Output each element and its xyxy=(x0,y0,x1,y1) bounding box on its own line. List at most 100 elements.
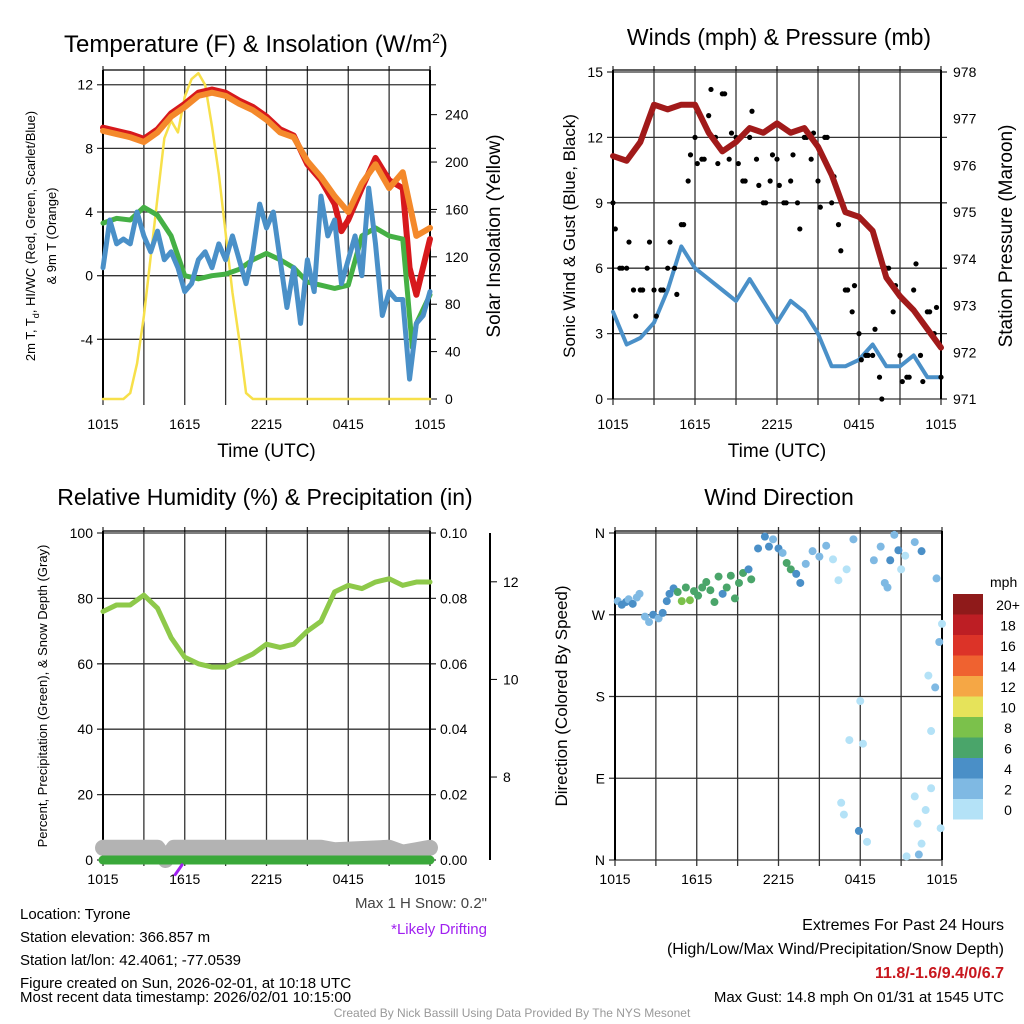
temp-chart-title: Temperature (F) & Insolation (W/m2) xyxy=(64,30,448,58)
gust-point xyxy=(815,178,821,184)
recent-data-text: Most recent data timestamp: 2026/02/01 1… xyxy=(20,989,352,1006)
rh-ytick-label: 100 xyxy=(70,525,94,541)
wind-direction-point xyxy=(910,538,919,547)
colorbar-label: 14 xyxy=(1000,659,1016,675)
gust-point xyxy=(708,86,714,93)
temp-ytick-label: 8 xyxy=(85,140,93,156)
winds-y2tick-label: 971 xyxy=(953,391,977,407)
gust-point xyxy=(633,313,639,319)
rh-y2tick-label: 0.08 xyxy=(440,590,467,606)
direction-ytick-label: N xyxy=(595,525,605,541)
gust-point xyxy=(653,313,659,319)
wind-direction-point xyxy=(856,697,865,706)
winds-xtick-label: 2215 xyxy=(761,416,792,432)
wind-direction-point xyxy=(902,852,911,861)
colorbar-swatch xyxy=(953,676,983,697)
winds-y2tick-label: 978 xyxy=(953,64,977,80)
rh-xtick-label: 2215 xyxy=(251,871,282,887)
wind-direction-point xyxy=(635,589,644,598)
gust-point xyxy=(870,352,876,358)
snow-depth-tick-label: 12 xyxy=(503,574,519,590)
winds-y2tick-label: 976 xyxy=(953,157,977,173)
wind-direction-point xyxy=(910,792,919,801)
gust-point xyxy=(899,378,905,385)
temp-ytick-label: -4 xyxy=(81,331,94,347)
wind-direction-point xyxy=(894,546,903,555)
wind-direction-point xyxy=(890,530,899,539)
wind-direction-point xyxy=(726,571,735,580)
gust-point xyxy=(624,265,630,271)
sonic-wind-line xyxy=(611,244,943,380)
colorbar-label: 8 xyxy=(1004,720,1012,736)
rh-ytick-label: 40 xyxy=(77,721,93,737)
temp-xtick-label: 1615 xyxy=(169,416,200,432)
wind-direction-point xyxy=(822,541,831,550)
colorbar-label: 20+ xyxy=(996,597,1020,613)
wind-direction-point xyxy=(829,555,837,564)
wind-direction-point xyxy=(628,599,637,608)
winds-xtick-label: 0415 xyxy=(843,416,874,432)
wind-direction-point xyxy=(917,839,926,848)
gust-point xyxy=(610,200,616,206)
direction-y-axis-title: Direction (Colored By Speed) xyxy=(552,585,571,806)
wind-direction-point xyxy=(658,608,667,617)
wind-direction-point xyxy=(645,618,654,627)
dewpoint-line xyxy=(100,204,433,350)
gust-point xyxy=(701,156,707,162)
rh-xtick-label: 0415 xyxy=(333,871,364,887)
temp-ytick-label: 12 xyxy=(77,77,93,93)
gust-point xyxy=(933,304,940,311)
gust-point xyxy=(774,156,780,162)
wind-direction-point xyxy=(778,548,787,557)
wind-direction-point xyxy=(782,558,791,567)
wind-direction-point xyxy=(706,586,715,595)
gust-point xyxy=(876,374,883,380)
gust-point xyxy=(728,130,735,136)
temp-ytick-label: 0 xyxy=(85,268,93,284)
gust-point xyxy=(917,352,924,358)
wind-direction-point xyxy=(837,798,846,807)
winds-y2tick-label: 974 xyxy=(953,251,977,267)
direction-ytick-label: E xyxy=(596,770,605,786)
rh-y2tick-label: 0.00 xyxy=(440,852,467,868)
temp-y2-axis-title: Solar Insolation (Yellow) xyxy=(484,134,505,337)
gust-point xyxy=(722,91,728,97)
wind-direction-point xyxy=(685,596,694,605)
gust-point xyxy=(651,287,657,293)
gust-point xyxy=(858,357,864,363)
wind-direction-point xyxy=(938,619,946,628)
gust-point xyxy=(646,239,653,245)
wind-direction-point xyxy=(702,578,711,587)
temp-xtick-label: 0415 xyxy=(333,416,364,432)
wind-direction-point xyxy=(801,559,810,568)
wind-direction-point xyxy=(698,583,707,592)
gust-point xyxy=(706,113,712,119)
temp-y2tick-label: 120 xyxy=(445,249,469,265)
temp-ytick-label: 4 xyxy=(85,204,93,220)
wind-direction-point xyxy=(886,556,895,565)
extremes-values: 11.8/-1.6/9.4/0/6.7 xyxy=(875,965,1004,982)
colorbar-swatch xyxy=(953,758,983,779)
wind-direction-point xyxy=(921,806,930,815)
colorbar-title: mph xyxy=(990,574,1017,590)
gust-point xyxy=(692,134,698,140)
wind-direction-point xyxy=(932,574,941,583)
winds-ytick-label: 12 xyxy=(587,129,603,145)
gust-point xyxy=(630,287,637,293)
drifting-marker xyxy=(173,863,184,877)
wind-direction-point xyxy=(681,583,690,592)
gust-point xyxy=(747,134,753,140)
station-pressure-line xyxy=(610,101,944,351)
gust-point xyxy=(681,222,687,228)
wind-direction-point xyxy=(834,576,843,585)
colorbar-swatch xyxy=(953,717,983,738)
gust-point xyxy=(776,182,782,188)
temp-y-axis-label: 2m T, Td, HI/WC (Red, Green, Scarlet/Blu… xyxy=(23,110,59,362)
wind-direction-point xyxy=(714,572,723,581)
gust-point xyxy=(845,287,851,293)
gust-point xyxy=(769,152,776,158)
wind-direction-point xyxy=(662,597,671,606)
gust-point xyxy=(913,261,919,267)
gust-point xyxy=(790,152,796,158)
temp-y2tick-label: 0 xyxy=(445,391,453,407)
